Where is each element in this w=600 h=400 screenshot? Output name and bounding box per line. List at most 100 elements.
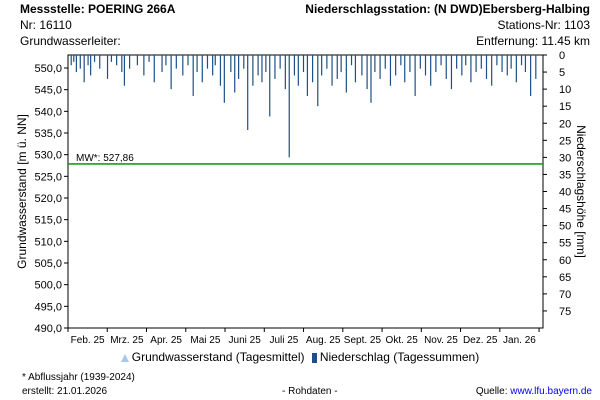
precipitation-bar: [288, 55, 290, 158]
precipitation-bar: [87, 55, 89, 66]
precipitation-bar: [261, 55, 263, 83]
precipitation-bar: [302, 55, 305, 73]
precipitation-bar: [395, 55, 397, 76]
precipitation-bar: [336, 55, 338, 79]
station-number: Nr: 16110: [20, 18, 72, 32]
x-tick-label: Nov. 25: [424, 335, 458, 346]
precipitation-bar: [465, 55, 467, 66]
station-title: Messstelle: POERING 266A: [20, 2, 176, 16]
right-tick-label: 40: [559, 187, 571, 199]
precipitation-bar: [192, 55, 194, 96]
precipitation-bar: [269, 55, 271, 117]
precipitation-bar: [321, 55, 323, 76]
precipitation-bar: [404, 55, 406, 83]
precipitation-bar: [506, 55, 508, 76]
left-tick-label: 510,0: [34, 236, 62, 248]
x-tick-label: Aug. 25: [306, 335, 341, 346]
precipitation-bar: [389, 55, 392, 86]
precipitation-bar: [384, 55, 386, 69]
right-tick-label: 60: [559, 255, 571, 267]
right-tick-label: 10: [559, 84, 571, 96]
precipitation-bar: [247, 55, 249, 131]
legend-precipitation: Niederschlag (Tagessummen): [311, 350, 480, 364]
precipitation-bar: [424, 55, 427, 76]
precipitation-bar: [445, 55, 447, 79]
precipitation-bar: [480, 55, 482, 69]
precipitation-bar: [136, 55, 138, 66]
precipitation-bar: [99, 55, 101, 69]
precipitation-bar: [414, 55, 416, 96]
precipitation-bar: [326, 55, 328, 69]
precipitation-bar: [187, 55, 189, 66]
bar-icon: [311, 352, 317, 363]
precipitation-bar: [161, 55, 163, 73]
precipitation-bar: [170, 55, 172, 90]
precipitation-bar: [475, 55, 477, 73]
precipitation-bar: [182, 55, 184, 76]
left-tick-label: 500,0: [34, 280, 62, 292]
legend: Grundwasserstand (Tagesmittel) Niedersch…: [0, 350, 600, 364]
precipitation-bar: [311, 55, 314, 83]
precipitation-bar: [93, 55, 96, 62]
precipitation-bar: [234, 55, 236, 93]
precipitation-bar: [340, 55, 342, 73]
precipitation-bar: [90, 55, 92, 76]
precipitation-bar: [354, 55, 357, 83]
raw-data-label: - Rohdaten -: [282, 386, 338, 397]
source-link[interactable]: www.lfu.bayern.de: [510, 386, 592, 397]
x-tick-label: Feb. 25: [71, 335, 105, 346]
x-tick-label: Sept. 25: [344, 335, 382, 346]
right-tick-label: 70: [559, 289, 571, 301]
left-tick-label: 520,0: [34, 193, 62, 205]
precipitation-bar: [83, 55, 85, 83]
left-tick-label: 525,0: [34, 171, 62, 183]
precipitation-bar: [297, 55, 299, 86]
precipitation-bar: [274, 55, 276, 79]
precipitation-bar: [106, 55, 109, 79]
precipitation-bar: [121, 55, 123, 73]
mean-level-label: MW*: 527,86: [76, 153, 134, 164]
precipitation-bar: [440, 55, 442, 66]
precipitation-bar: [496, 55, 498, 66]
precipitation-bar: [430, 55, 432, 86]
legend-precipitation-label: Niederschlag (Tagessummen): [319, 350, 480, 364]
left-tick-label: 550,0: [34, 63, 62, 75]
left-tick-label: 535,0: [34, 128, 62, 140]
x-tick-label: Juni 25: [229, 335, 262, 346]
precipitation-bar: [510, 55, 512, 69]
precipitation-bar: [530, 55, 532, 96]
precipitation-bar: [535, 55, 537, 79]
legend-groundwater: Grundwasserstand (Tagesmittel): [120, 350, 304, 364]
plot-area: [67, 54, 544, 329]
right-tick-label: 45: [559, 204, 571, 216]
precipitation-bar: [75, 55, 77, 73]
precipitation-bar: [201, 55, 203, 83]
precipitation-bar: [331, 55, 333, 86]
precipitation-bar: [293, 55, 296, 76]
precipitation-bar: [470, 55, 472, 83]
precipitation-bar: [73, 55, 75, 62]
precipitation-bar: [206, 55, 209, 69]
right-tick-label: 30: [559, 152, 571, 164]
source: Quelle: www.lfu.bayern.de: [476, 386, 592, 397]
precipitation-bar: [450, 55, 453, 90]
precipitation-bar: [461, 55, 463, 76]
precipitation-bar: [379, 55, 381, 79]
precipitation-bar: [153, 55, 155, 83]
precipitation-bar: [501, 55, 503, 73]
right-tick-label: 5: [559, 67, 565, 79]
right-tick-label: 65: [559, 272, 571, 284]
precipitation-bar: [279, 55, 281, 69]
right-tick-label: 35: [559, 169, 571, 181]
precipitation-bar: [143, 55, 145, 76]
precipitation-bar: [79, 55, 81, 69]
right-tick-label: 20: [559, 118, 571, 130]
left-tick-label: 505,0: [34, 258, 62, 270]
source-prefix: Quelle:: [475, 386, 511, 397]
precipitation-bar: [345, 55, 347, 93]
precipitation-bar: [70, 55, 72, 66]
x-tick-label: Okt. 25: [386, 335, 419, 346]
precipitation-bar: [238, 55, 240, 79]
precipitation-bar: [284, 55, 286, 90]
